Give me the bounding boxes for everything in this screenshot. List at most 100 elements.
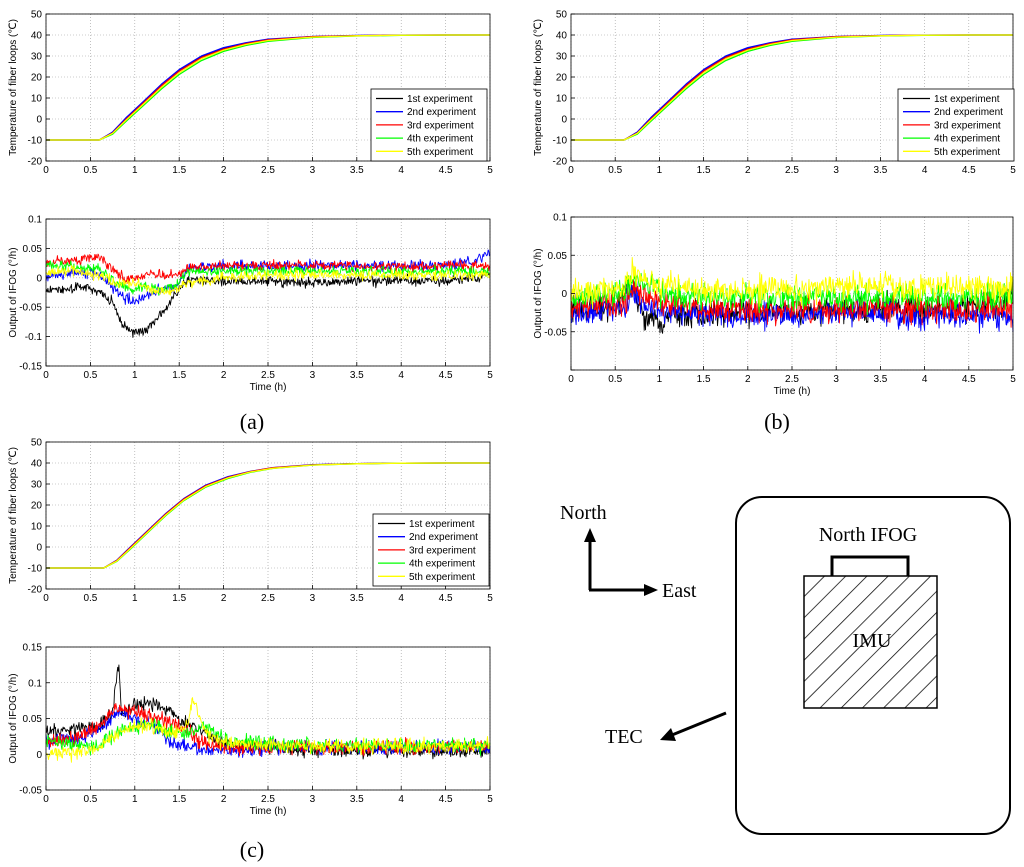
x-tick-label: 2.5 — [261, 794, 275, 805]
y-tick-label: 40 — [31, 31, 43, 42]
y-tick-label: -10 — [553, 136, 568, 147]
y-tick-label: 40 — [31, 459, 43, 470]
x-tick-label: 1.5 — [172, 794, 186, 805]
x-tick-label: 0.5 — [83, 794, 97, 805]
x-tick-label: 1.5 — [697, 165, 711, 176]
x-tick-label: 4 — [398, 165, 404, 176]
y-tick-label: -20 — [28, 585, 43, 596]
chart-b-ifog-output: 0 0.5 1 1.5 2 2.5 3 3.5 4 4.5 5 -0.05 0 0.05 0.1 Time (… — [533, 213, 1016, 398]
y-axis-label: Output of IFOG (°/h) — [8, 247, 19, 337]
x-tick-label: 0 — [43, 370, 49, 381]
y-tick-label: 20 — [556, 73, 568, 84]
y-tick-label: -0.15 — [19, 362, 42, 373]
y-tick-label: 0.05 — [23, 244, 43, 255]
legend-label: 1st experiment — [407, 94, 473, 105]
series-line-5 — [45, 264, 491, 296]
y-tick-label: 0.1 — [28, 678, 42, 689]
x-tick-label: 0.5 — [83, 370, 97, 381]
x-tick-label: 4 — [922, 165, 928, 176]
chart-a-temperature: 0 0.5 1 1.5 2 2.5 3 3.5 4 4.5 5 -20 -10 0 10 20 30 40 50 Te… — [8, 10, 493, 177]
series-line-4 — [45, 260, 491, 296]
y-tick-label: 10 — [556, 94, 568, 105]
x-tick-label: 2.5 — [785, 165, 799, 176]
panel-b: 0 0.5 1 1.5 2 2.5 3 3.5 4 4.5 5-20-1001020304050Te… — [533, 10, 1016, 435]
y-tick-label: 0.1 — [553, 213, 567, 224]
series-line-5 — [46, 34, 490, 141]
series-line-5 — [570, 257, 1014, 310]
legend-label: 3rd experiment — [934, 120, 1001, 131]
x-tick-label: 3.5 — [873, 374, 887, 385]
x-tick-label: 3 — [310, 165, 316, 176]
x-tick-label: 1.5 — [697, 374, 711, 385]
tec-arrow-head — [660, 728, 676, 741]
x-tick-label: 5 — [1010, 165, 1016, 176]
legend-label: 2nd experiment — [409, 532, 478, 543]
x-tick-label: 2.5 — [261, 165, 275, 176]
x-tick-label: 2 — [221, 165, 227, 176]
y-tick-label: 40 — [556, 31, 568, 42]
y-tick-label: 20 — [31, 73, 43, 84]
x-tick-label: 4.5 — [962, 165, 976, 176]
y-tick-label: -10 — [28, 136, 43, 147]
chart-a-ifog-output: 0 0.5 1 1.5 2 2.5 3 3.5 4 4.5 5 -0.15 -0.1 -0.05 0 0.05… — [8, 215, 493, 394]
series-line-2 — [570, 280, 1014, 334]
plot-area — [46, 219, 490, 366]
x-tick-label: 1 — [132, 593, 138, 604]
series-line-2 — [45, 706, 491, 758]
x-axis-label: Time (h) — [774, 386, 811, 397]
x-tick-label: 1 — [657, 165, 663, 176]
legend-label: 5th experiment — [407, 147, 473, 158]
x-tick-label: 1 — [132, 165, 138, 176]
y-tick-label: 50 — [31, 438, 43, 449]
y-tick-label: 0.15 — [23, 643, 43, 654]
y-tick-label: -20 — [28, 157, 43, 168]
legend-label: 2nd experiment — [407, 107, 476, 118]
x-tick-label: 4 — [398, 593, 404, 604]
x-tick-label: 0 — [43, 593, 49, 604]
y-tick-label: 50 — [31, 10, 43, 21]
chart-b-temperature: 0 0.5 1 1.5 2 2.5 3 3.5 4 4.5 5 -20 -10 0 10 20 30 40 50 Te… — [533, 10, 1016, 177]
panel-label-c: (c) — [240, 837, 264, 862]
y-tick-label: 0.1 — [28, 215, 42, 226]
x-tick-label: 3.5 — [350, 370, 364, 381]
enclosure-box — [735, 496, 1011, 835]
y-tick-label: 0 — [561, 115, 567, 126]
legend-label: 4th experiment — [934, 134, 1000, 145]
series-line-5 — [46, 462, 490, 569]
east-arrow-head — [644, 584, 658, 596]
x-tick-label: 2 — [221, 794, 227, 805]
x-tick-label: 0 — [568, 165, 574, 176]
series-line-5 — [571, 34, 1013, 141]
y-tick-label: 30 — [31, 480, 43, 491]
x-axis-label: Time (h) — [250, 806, 287, 817]
y-tick-label: 0 — [36, 543, 42, 554]
panel-label-b: (b) — [764, 409, 790, 434]
x-tick-label: 1.5 — [172, 593, 186, 604]
panel-d-diagram: North East North IFOG IMU TEC — [560, 496, 1011, 835]
x-tick-label: 3.5 — [873, 165, 887, 176]
x-tick-label: 3 — [310, 794, 316, 805]
x-tick-label: 5 — [487, 165, 493, 176]
x-tick-label: 1 — [132, 370, 138, 381]
x-tick-label: 2.5 — [785, 374, 799, 385]
x-tick-label: 2 — [221, 370, 227, 381]
y-tick-label: 30 — [31, 52, 43, 63]
y-tick-label: 0 — [36, 115, 42, 126]
x-tick-label: 4.5 — [439, 794, 453, 805]
x-tick-label: 3 — [833, 374, 839, 385]
imu-label: IMU — [853, 630, 892, 652]
legend-label: 2nd experiment — [934, 107, 1003, 118]
legend-label: 4th experiment — [407, 134, 473, 145]
y-tick-label: -0.05 — [19, 303, 42, 314]
x-tick-label: 1.5 — [172, 165, 186, 176]
panel-a: 0 0.5 1 1.5 2 2.5 3 3.5 4 4.5 5-20-1001020304050Te… — [8, 10, 493, 435]
legend-label: 5th experiment — [409, 572, 475, 583]
x-tick-label: 2 — [745, 374, 751, 385]
y-tick-label: 30 — [556, 52, 568, 63]
series-line-5 — [45, 697, 491, 763]
tec-label: TEC — [605, 726, 643, 748]
x-tick-label: 5 — [487, 794, 493, 805]
x-tick-label: 2 — [221, 593, 227, 604]
x-tick-label: 0.5 — [83, 165, 97, 176]
legend-label: 5th experiment — [934, 147, 1000, 158]
